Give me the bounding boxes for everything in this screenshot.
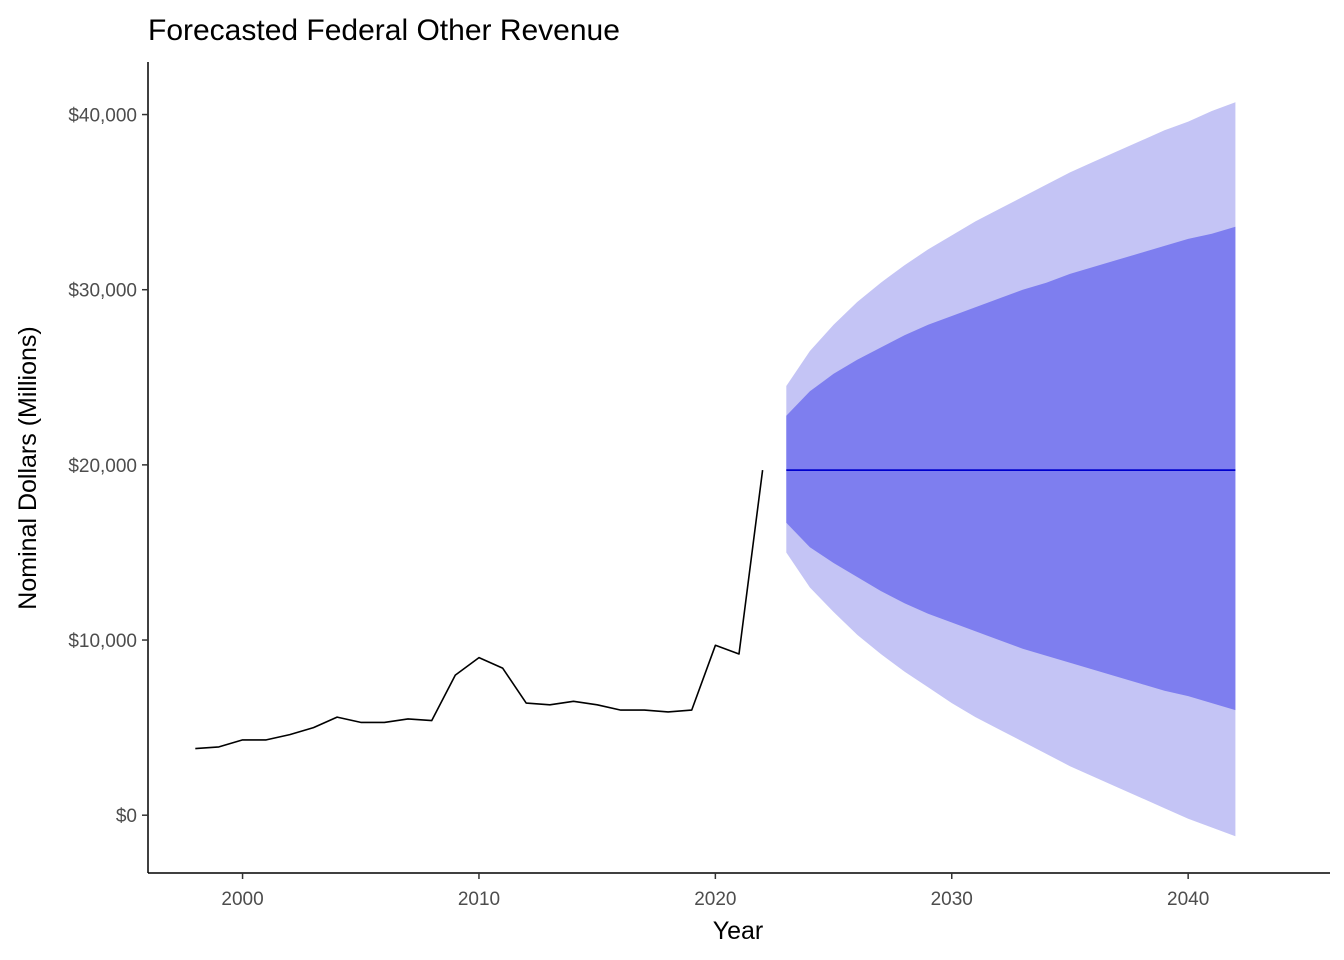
band-80 — [786, 226, 1236, 711]
y-axis-title: Nominal Dollars (Millions) — [14, 326, 42, 609]
y-axis-ticks: $0 $10,000 $20,000 $30,000 $40,000 — [68, 106, 148, 827]
y-tick-label: $0 — [116, 806, 137, 827]
x-tick-label: 2030 — [931, 889, 973, 910]
y-tick-label: $10,000 — [68, 631, 137, 652]
x-axis-ticks: 2000 2010 2020 2030 2040 — [221, 873, 1209, 910]
y-tick-label: $20,000 — [68, 456, 137, 477]
x-tick-label: 2040 — [1167, 889, 1209, 910]
history-line — [195, 469, 764, 750]
series-lines — [195, 469, 1236, 750]
y-tick-label: $40,000 — [68, 106, 137, 127]
chart-title: Forecasted Federal Other Revenue — [148, 14, 620, 47]
x-tick-label: 2020 — [694, 889, 736, 910]
y-tick-label: $30,000 — [68, 281, 137, 302]
x-tick-label: 2000 — [221, 889, 263, 910]
x-axis-title: Year — [713, 917, 764, 945]
x-tick-label: 2010 — [458, 889, 500, 910]
